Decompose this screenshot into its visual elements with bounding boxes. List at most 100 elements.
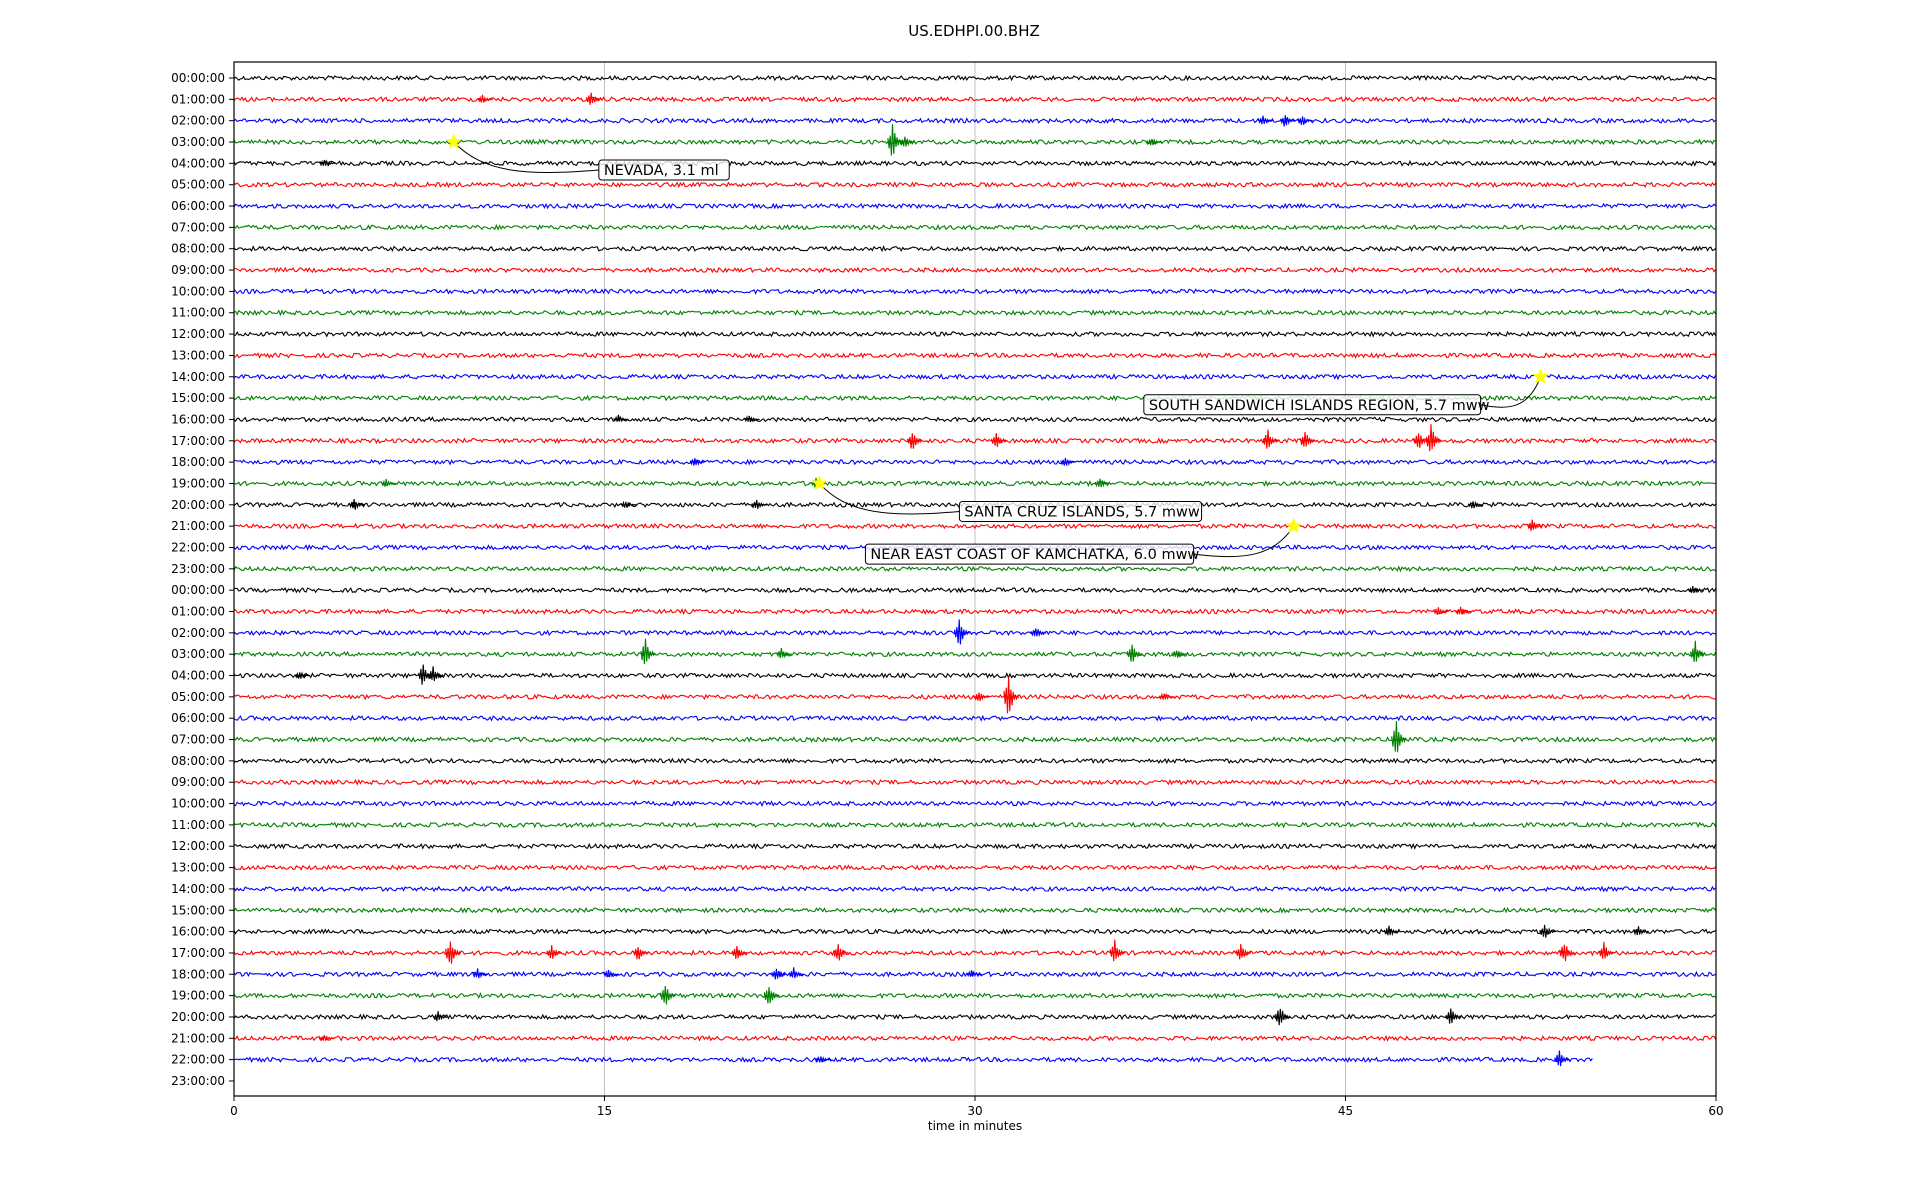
trace-row-13 [233,352,1717,359]
x-tick-label: 30 [967,1104,982,1118]
row-time-label: 12:00:00 [171,839,225,853]
trace-row-9 [233,266,1717,274]
trace-row-25 [233,606,1716,616]
trace-row-39 [233,906,1717,914]
row-time-label: 13:00:00 [171,861,225,875]
row-time-label: 18:00:00 [171,967,225,981]
row-time-label: 03:00:00 [171,647,225,661]
trace-row-36 [233,842,1717,850]
row-time-label: 13:00:00 [171,348,225,362]
row-time-label: 08:00:00 [171,242,225,256]
trace-row-27 [233,638,1717,665]
trace-row-35 [233,821,1717,829]
event-star-icon [1532,368,1549,384]
row-time-label: 23:00:00 [171,1074,225,1088]
row-time-label: 23:00:00 [171,562,225,576]
trace-row-7 [233,223,1716,231]
row-time-label: 02:00:00 [171,626,225,640]
x-tick-label: 0 [230,1104,238,1118]
event-star-icon [811,474,828,491]
trace-row-8 [233,245,1716,253]
event-label: SANTA CRUZ ISLANDS, 5.7 mww [964,504,1199,520]
trace-row-38 [233,885,1717,893]
trace-group [233,74,1717,1067]
trace-row-43 [233,985,1716,1005]
row-time-label: 19:00:00 [171,476,225,490]
plot-frame [233,61,1717,1097]
row-time-label: 17:00:00 [171,946,225,960]
trace-row-18 [233,457,1716,466]
row-time-label: 00:00:00 [171,583,225,597]
row-time-label: 20:00:00 [171,1010,225,1024]
trace-row-3 [233,124,1716,156]
trace-row-21 [233,519,1716,531]
row-time-label: 09:00:00 [171,775,225,789]
row-time-label: 21:00:00 [171,519,225,533]
row-time-label: 08:00:00 [171,754,225,768]
trace-row-23 [233,565,1716,573]
row-time-label: 20:00:00 [171,498,225,512]
trace-row-42 [233,967,1716,980]
row-time-label: 22:00:00 [171,1053,225,1067]
row-time-label: 22:00:00 [171,540,225,554]
trace-row-31 [233,721,1717,753]
x-tick-label: 15 [597,1104,612,1118]
trace-row-41 [233,939,1716,964]
trace-row-34 [233,800,1717,808]
trace-row-10 [233,287,1716,295]
row-time-label: 03:00:00 [171,135,225,149]
row-time-label: 12:00:00 [171,327,225,341]
trace-row-32 [233,757,1716,765]
trace-row-11 [233,309,1717,317]
trace-row-5 [233,181,1717,189]
trace-row-6 [233,202,1716,210]
row-time-label: 07:00:00 [171,220,225,234]
trace-row-2 [233,115,1716,127]
event-connector [453,141,599,173]
row-time-label: 21:00:00 [171,1031,225,1045]
event-star-icon [1285,517,1302,534]
event-label-box [1143,394,1482,416]
row-time-label: 09:00:00 [171,263,225,277]
row-time-label: 10:00:00 [171,797,225,811]
trace-row-45 [233,1034,1717,1042]
row-time-label: 04:00:00 [171,669,225,683]
trace-row-17 [233,424,1716,452]
trace-row-29 [233,676,1716,714]
x-axis: 0 15 30 45 60 [230,1096,1724,1118]
row-time-labels: 00:00:00 01:00:00 02:00:00 03:00:00 04:00:00… [171,71,234,1088]
trace-row-44 [233,1008,1716,1026]
event-label: SOUTH SANDWICH ISLANDS REGION, 5.7 mww [1149,398,1490,414]
trace-row-14 [233,373,1717,381]
trace-row-12 [233,330,1717,338]
event-label-box [598,159,730,181]
vertical-gridlines [604,62,1346,1096]
x-tick-label: 60 [1708,1104,1723,1118]
row-time-label: 06:00:00 [171,199,225,213]
event-label-box [864,543,1195,565]
x-tick-label: 45 [1338,1104,1353,1118]
trace-row-30 [233,714,1716,722]
row-time-label: 15:00:00 [171,391,225,405]
row-time-label: 16:00:00 [171,412,225,426]
row-time-label: 01:00:00 [171,605,225,619]
trace-row-16 [233,414,1717,423]
event-star-icon [445,133,463,150]
row-time-label: 16:00:00 [171,925,225,939]
event-connector [1480,376,1542,408]
event-label: NEAR EAST COAST OF KAMCHATKA, 6.0 mww [870,547,1199,563]
row-time-label: 00:00:00 [171,71,225,85]
row-time-label: 19:00:00 [171,989,225,1003]
chart-title: US.EDHPI.00.BHZ [908,22,1040,40]
row-time-label: 07:00:00 [171,733,225,747]
event-label: NEVADA, 3.1 ml [604,163,719,179]
row-time-label: 18:00:00 [171,455,225,469]
row-time-label: 11:00:00 [171,818,225,832]
row-time-label: 15:00:00 [171,903,225,917]
row-time-label: 05:00:00 [171,178,225,192]
row-time-label: 06:00:00 [171,711,225,725]
row-time-label: 17:00:00 [171,434,225,448]
event-annotations: NEVADA, 3.1 ml SOUTH SANDWICH ISLANDS REG… [445,133,1549,565]
trace-row-1 [233,92,1716,105]
